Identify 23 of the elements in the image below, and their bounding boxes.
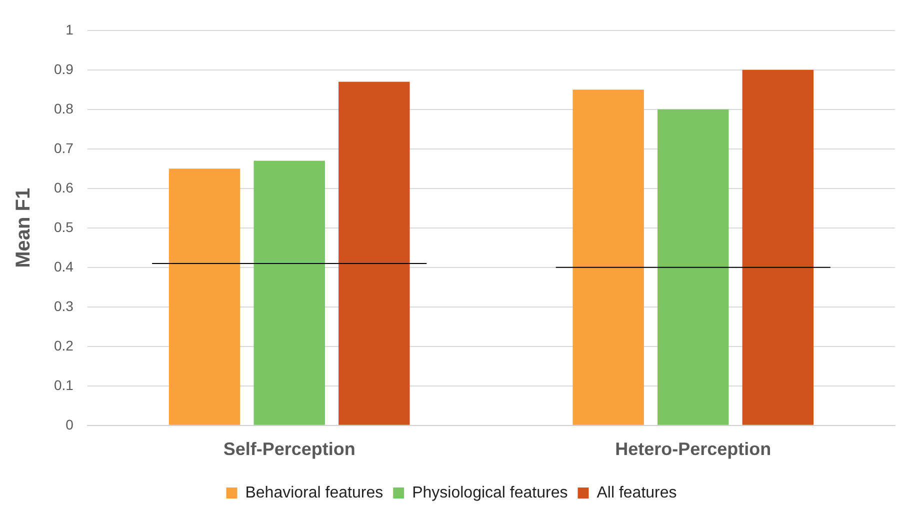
y-tick-label: 0.5 [54, 218, 74, 235]
bar [572, 90, 644, 425]
y-tick-label: 0.8 [54, 100, 74, 116]
y-tick-label: 0.2 [54, 337, 74, 354]
bar [338, 82, 410, 425]
legend-label: Behavioral features [245, 484, 384, 502]
y-tick-label: 0.7 [54, 140, 74, 156]
y-tick-label: 0.3 [54, 298, 74, 314]
bar [658, 109, 729, 425]
legend-label: Physiological features [412, 484, 568, 502]
y-tick-label: 1 [66, 21, 74, 38]
y-tick-label: 0 [66, 416, 74, 432]
y-axis-title: Mean F1 [12, 188, 35, 268]
legend-label: All features [596, 484, 677, 502]
y-tick-label: 0.9 [54, 60, 74, 77]
x-tick-label: Hetero-Perception [615, 439, 772, 460]
bar [742, 70, 814, 425]
x-tick-label: Self-Perception [223, 439, 356, 460]
y-tick-label: 0.6 [54, 179, 74, 196]
bar [168, 168, 240, 425]
y-tick-label: 0.1 [54, 376, 74, 393]
y-tick-label: 0.4 [54, 258, 74, 274]
bar [254, 160, 325, 425]
